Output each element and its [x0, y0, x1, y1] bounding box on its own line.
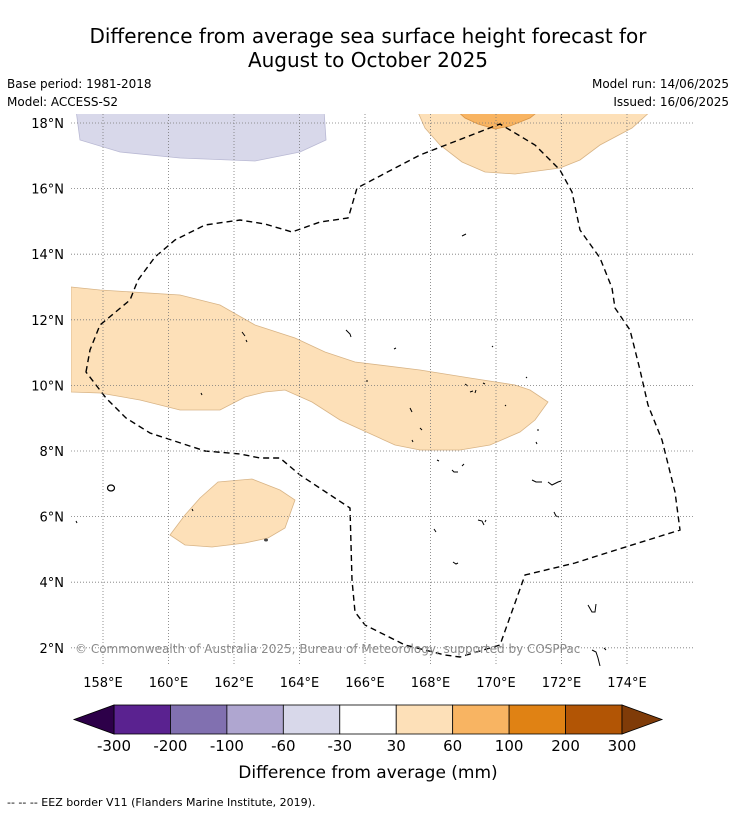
colorbar-tick-label: 60: [443, 737, 462, 755]
issued-date: Issued: 16/06/2025: [613, 95, 729, 109]
colorbar-tick-label: -30: [328, 737, 353, 755]
colorbar-tick-label: 30: [387, 737, 406, 755]
colorbar-tick-label: -300: [97, 737, 131, 755]
island: [75, 376, 539, 524]
map-title: Difference from average sea surface heig…: [0, 24, 736, 72]
eez-footnote: -- -- -- EEZ border V11 (Flanders Marine…: [7, 796, 316, 809]
colorbar-extend-min: [72, 704, 115, 735]
colorbar-tick-label: 300: [608, 737, 637, 755]
latitude-tick-label: 12°N: [31, 314, 64, 329]
island: [393, 345, 494, 350]
metadata-right: Model run: 14/06/2025 Issued: 16/06/2025: [592, 75, 729, 111]
colorbar-extend-max: [621, 704, 664, 735]
map-area: [71, 114, 681, 666]
colorbar-tick-label: -100: [210, 737, 244, 755]
latitude-tick-label: 10°N: [31, 379, 64, 394]
island: [241, 331, 248, 343]
copyright-notice: © Commonwealth of Australia 2025, Bureau…: [75, 642, 580, 656]
colorbar-tick-label: 200: [551, 737, 580, 755]
island: [345, 329, 352, 338]
longitude-tick-label: 164°E: [280, 676, 320, 691]
model-name: Model: ACCESS-S2: [7, 95, 119, 109]
colorbar-tick-label: -60: [271, 737, 296, 755]
island: [461, 233, 467, 237]
eez-border: [85, 123, 681, 658]
colorbar-bin: [339, 704, 397, 735]
latitude-tick-label: 18°N: [31, 117, 64, 132]
island: [433, 528, 459, 565]
base-period: Base period: 1981-2018: [7, 77, 152, 91]
anomaly-region-negative-30-60: [76, 114, 327, 162]
longitude-tick-label: 172°E: [542, 676, 582, 691]
island: [106, 484, 116, 492]
longitude-tick-label: 162°E: [214, 676, 254, 691]
island: [531, 479, 562, 486]
colorbar-tick-label: 100: [495, 737, 524, 755]
longitude-tick-label: 160°E: [149, 676, 189, 691]
latitude-tick-label: 8°N: [40, 445, 65, 460]
anomaly-region-positive-60-100: [459, 114, 536, 130]
longitude-tick-label: 168°E: [411, 676, 451, 691]
metadata-left: Base period: 1981-2018 Model: ACCESS-S2: [7, 75, 152, 111]
colorbar-bin: [452, 704, 510, 735]
colorbar-bin: [113, 704, 171, 735]
longitude-tick-label: 174°E: [607, 676, 647, 691]
latitude-labels: 18°N 16°N 14°N 12°N 10°N 8°N 6°N 4°N 2°N: [31, 117, 64, 657]
title-line-2: August to October 2025: [247, 48, 489, 72]
island: [464, 382, 486, 394]
longitude-labels: 158°E 160°E 162°E 164°E 166°E 168°E 170°E 172°E…: [83, 676, 647, 691]
title-line-1: Difference from average sea surface heig…: [89, 24, 647, 48]
colorbar-bin: [565, 704, 623, 735]
island: [451, 463, 465, 473]
island: [477, 519, 487, 526]
longitude-tick-label: 166°E: [345, 676, 385, 691]
model-run: Model run: 14/06/2025: [591, 77, 729, 91]
colorbar-bin: [170, 704, 228, 735]
colorbar: -300 -200 -100 -60 -30 30 60 100 200 300: [72, 704, 664, 755]
island: [409, 407, 440, 462]
island: [264, 538, 268, 542]
island: [587, 603, 607, 666]
colorbar-tick-label: -200: [153, 737, 187, 755]
colorbar-bin: [395, 704, 454, 735]
latitude-tick-label: 16°N: [31, 183, 64, 198]
longitude-tick-label: 170°E: [476, 676, 516, 691]
graticule: [71, 114, 695, 666]
longitude-tick-label: 158°E: [83, 676, 123, 691]
latitude-tick-label: 6°N: [40, 511, 65, 526]
anomaly-region-positive-30-60-south: [169, 478, 296, 548]
colorbar-title: Difference from average (mm): [238, 763, 497, 783]
latitude-tick-label: 4°N: [40, 576, 65, 591]
latitude-tick-label: 2°N: [40, 642, 65, 657]
anomaly-region-positive-30-60-central: [71, 286, 549, 451]
colorbar-bin: [508, 704, 566, 735]
latitude-tick-label: 14°N: [31, 248, 64, 263]
colorbar-bin: [226, 704, 284, 735]
colorbar-bin: [282, 704, 341, 735]
